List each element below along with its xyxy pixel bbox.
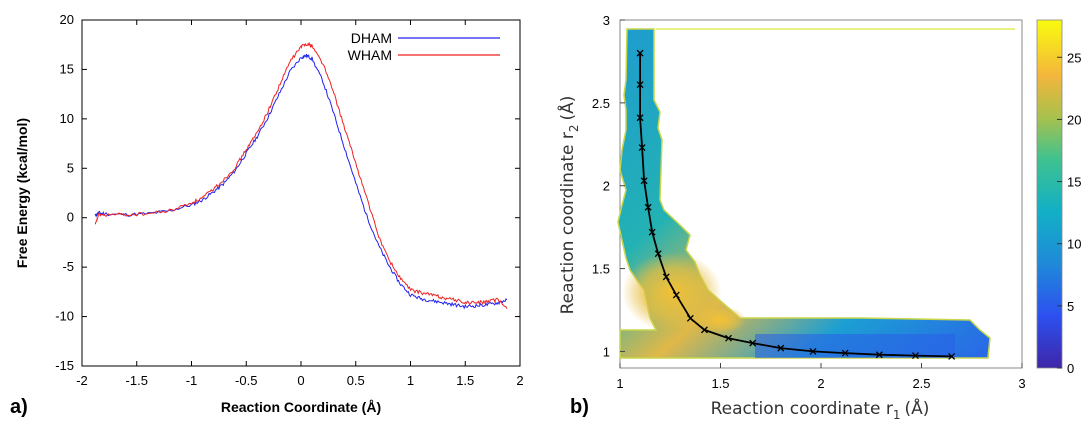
colorbar-tick-label: 10 (1067, 237, 1081, 252)
heatmap-x-tick-label: 1.5 (711, 376, 729, 391)
path-point (654, 250, 662, 258)
x-tick-label: 2 (516, 373, 523, 388)
colorbar-ticks: 0 5 10 15 20 25 (1057, 50, 1081, 376)
path-point (875, 351, 883, 359)
heatmap-y-tick-label: 1 (603, 344, 610, 359)
y-tick-label: 15 (60, 61, 74, 76)
panel-a-label: a) (10, 396, 28, 418)
x-tick-label: -2 (76, 373, 88, 388)
path-point (841, 349, 849, 357)
panel-a: a) -2 -1.5 -1 -0.5 0 0.5 1 1.5 2 -15 -10 -5 0 5 10 15 20… (10, 12, 524, 418)
path-point (648, 228, 656, 236)
heatmap-y-tick-label: 3 (603, 13, 610, 28)
path-point (777, 344, 785, 352)
panel-b-label: b) (570, 396, 589, 418)
y-tick-label: -10 (55, 309, 74, 324)
x-tick-label: -1.5 (126, 373, 148, 388)
path-point (636, 49, 644, 57)
colorbar-tick-label: 0 (1067, 361, 1074, 376)
series-line-dham (94, 53, 508, 310)
colorbar-tick-label: 5 (1067, 299, 1074, 314)
path-point (640, 177, 648, 185)
heatmap-ylabel-sub: 2 (567, 124, 581, 132)
path-point (662, 273, 670, 281)
plot-a-ticks: -2 -1.5 -1 -0.5 0 0.5 1 1.5 2 -15 -10 -5 0 5 10 15 20 (55, 12, 523, 388)
heatmap-path (636, 49, 956, 360)
plot-a-frame (81, 19, 521, 367)
path-point (809, 347, 817, 355)
colorbar-tick-label: 15 (1067, 175, 1081, 190)
heatmap-xlabel-sub: 1 (893, 408, 901, 422)
heatmap-hotspot-2 (694, 306, 746, 334)
path-point (948, 352, 956, 360)
y-tick-label: 5 (67, 160, 74, 175)
colorbar-tick-label: 20 (1067, 112, 1081, 127)
path-point (644, 203, 652, 211)
heatmap-x-tick-label: 2 (817, 376, 824, 391)
legend-wham-label: WHAM (348, 47, 392, 63)
plot-a-xlabel: Reaction Coordinate (Å) (221, 399, 381, 415)
path-point (725, 334, 732, 342)
x-tick-label: 0 (297, 373, 304, 388)
heatmap-xlabel: Reaction coordinate r1 (Å) (711, 397, 930, 422)
heatmap-xlabel-unit: (Å) (905, 397, 930, 419)
colorbar (1036, 19, 1063, 369)
heatmap-x-tick-label: 3 (1018, 376, 1025, 391)
x-tick-label: 1 (407, 373, 414, 388)
path-line (639, 53, 952, 358)
panel-b: b) 1 1.5 2 2.5 3 1 1.5 2 2.5 3 Reaction coordinat… (556, 13, 1081, 422)
path-point (700, 326, 708, 334)
x-tick-label: -0.5 (235, 373, 257, 388)
x-tick-label: 1.5 (456, 373, 474, 388)
y-tick-label: -15 (55, 358, 74, 373)
heatmap-x-tick-label: 1 (616, 376, 623, 391)
heatmap-ylabel-text: Reaction coordinate r (558, 132, 578, 314)
heatmap-y-tick-label: 2.5 (592, 96, 610, 111)
heatmap-ylabel: Reaction coordinate r2 (Å) (556, 96, 581, 315)
x-tick-label: -1 (186, 373, 198, 388)
heatmap-ticks: 1 1.5 2 2.5 3 1 1.5 2 2.5 3 (592, 13, 1026, 391)
path-point (912, 352, 919, 360)
path-point (672, 291, 680, 299)
heatmap-ylabel-unit: (Å) (556, 96, 578, 121)
heatmap-xlabel-text: Reaction coordinate r (711, 399, 893, 419)
x-tick-label: 0.5 (347, 373, 365, 388)
y-tick-label: 20 (60, 12, 74, 27)
path-point (686, 314, 694, 322)
legend-a: DHAM WHAM (348, 30, 500, 63)
heatmap-region (617, 28, 991, 359)
heatmap-y-tick-label: 1.5 (592, 262, 610, 277)
heatmap-x-tick-label: 2.5 (912, 376, 930, 391)
plot-a-series (94, 41, 508, 310)
y-tick-label: 10 (60, 111, 74, 126)
y-tick-label: -5 (62, 259, 74, 274)
legend-dham-label: DHAM (351, 30, 392, 46)
plot-a-ylabel: Free Energy (kcal/mol) (14, 118, 30, 268)
y-tick-label: 0 (67, 210, 74, 225)
series-line-wham (94, 41, 508, 309)
colorbar-tick-label: 25 (1067, 50, 1081, 65)
path-point (749, 339, 757, 347)
path-point (638, 144, 646, 152)
path-point (636, 81, 644, 89)
heatmap-hotspot (622, 252, 722, 332)
path-point (636, 114, 644, 122)
heatmap-y-tick-label: 2 (603, 179, 610, 194)
